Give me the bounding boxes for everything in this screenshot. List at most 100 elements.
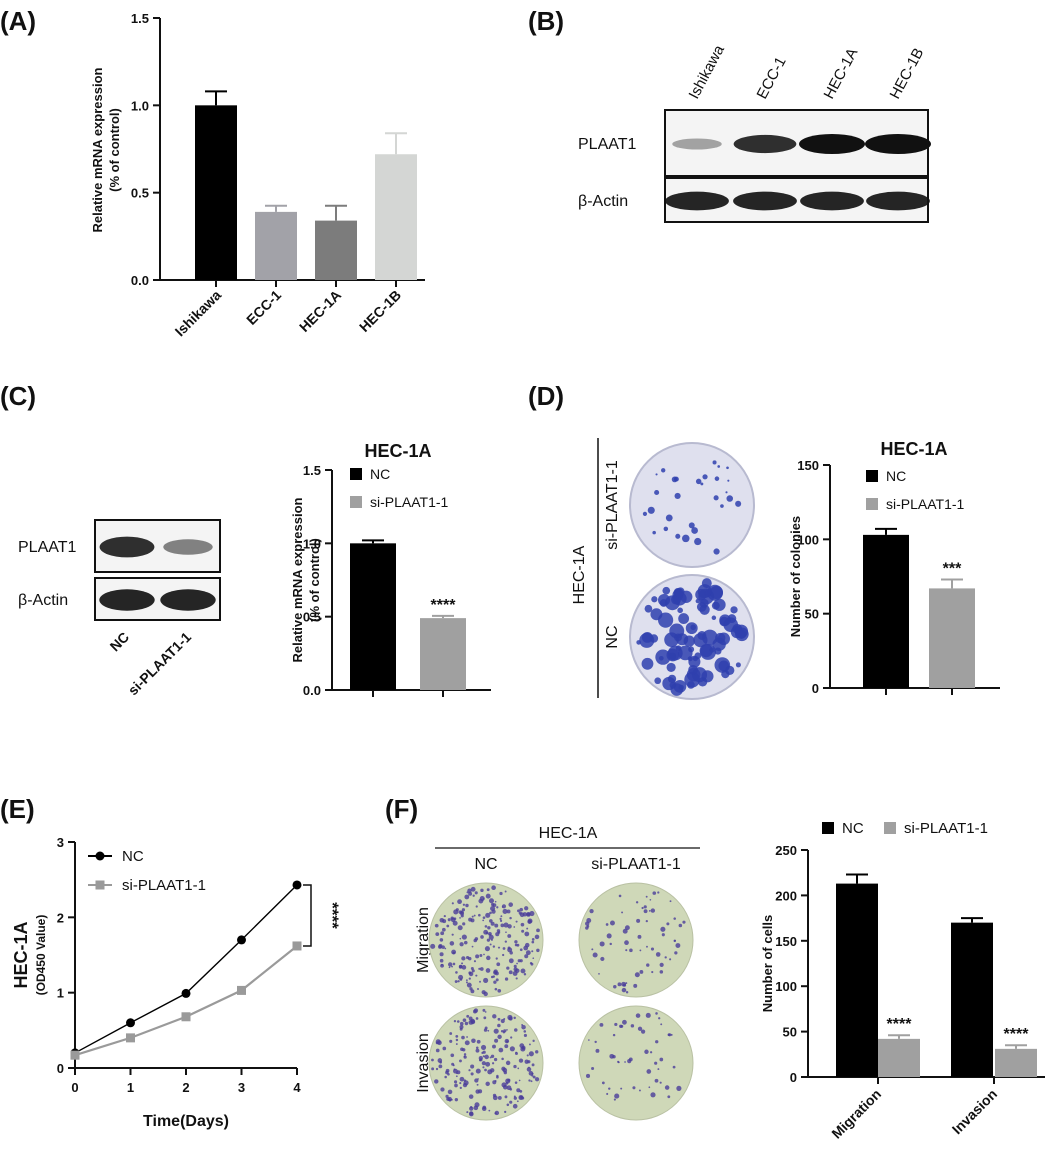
transwell-f-cell	[591, 1067, 595, 1071]
transwell-f-cell	[482, 1050, 486, 1054]
transwell-f-cell	[516, 1088, 521, 1093]
transwell-f-cell	[499, 891, 503, 896]
transwell-f-cell	[676, 1085, 682, 1091]
transwell-f-group-label: HEC-1A	[539, 825, 598, 842]
chart-e-cck8-growth-curve: 0 1 2 3 0 1 2 3 4 Time(Days) HEC-1A (OD450 Value) NC…	[11, 835, 342, 1130]
chart-e-significance-bracket	[303, 884, 312, 947]
chart-c-legend-label: NC	[370, 466, 390, 482]
colony-d-row-label: si-PLAAT1-1	[604, 460, 621, 550]
transwell-f-cell	[445, 1068, 450, 1073]
chart-a-x-tick-label: HEC-1A	[296, 287, 344, 335]
transwell-f-cell	[479, 980, 481, 983]
transwell-f-cell	[455, 1075, 458, 1078]
colony-d-colony	[666, 648, 680, 662]
transwell-f-cell	[508, 970, 513, 975]
transwell-f-cell	[458, 964, 463, 969]
transwell-f-cell	[531, 938, 535, 941]
transwell-f-cell	[659, 962, 664, 967]
transwell-f-cell	[475, 1017, 479, 1020]
transwell-f-cell	[457, 925, 463, 931]
transwell-f-cell	[467, 888, 472, 893]
transwell-f-cell	[482, 916, 486, 920]
transwell-f-cell	[532, 957, 535, 960]
transwell-f-cell	[471, 1038, 476, 1043]
chart-e-point-si	[292, 941, 302, 951]
transwell-f-cell	[528, 1079, 531, 1082]
colony-d-colony	[695, 598, 701, 604]
transwell-f-cell	[606, 933, 612, 939]
blot-b-band	[866, 191, 930, 211]
colony-d-colony	[674, 492, 681, 500]
transwell-f-cell	[646, 963, 650, 967]
transwell-f-cell	[658, 1017, 661, 1020]
transwell-f-cell	[487, 1029, 490, 1032]
blot-b-lane-label: Ishikawa	[686, 42, 729, 102]
transwell-f-cell	[443, 914, 446, 918]
transwell-f-cell	[484, 946, 490, 952]
transwell-f-cell	[634, 972, 640, 978]
colony-d-colony	[699, 604, 710, 615]
transwell-f-cell	[585, 921, 590, 926]
transwell-f-cell	[491, 939, 493, 941]
transwell-f-cell	[459, 917, 461, 919]
transwell-f-cell	[625, 991, 629, 994]
transwell-f-cell	[649, 1051, 653, 1054]
transwell-f-cell	[617, 1060, 620, 1063]
transwell-f-cell	[504, 940, 507, 943]
colony-d-row-label: NC	[604, 625, 621, 648]
transwell-f-cell	[485, 912, 491, 918]
blot-b-band	[733, 191, 797, 211]
transwell-f-cell	[444, 947, 447, 950]
transwell-f-cell	[610, 920, 615, 926]
transwell-f-cell	[431, 1058, 434, 1062]
transwell-f-cell	[493, 980, 497, 984]
transwell-f-cell	[482, 919, 485, 922]
transwell-f-cell	[442, 919, 447, 924]
transwell-f-cell	[495, 957, 498, 960]
transwell-f-cell	[526, 1054, 529, 1057]
chart-c-bar	[420, 618, 466, 690]
transwell-f-cell	[523, 973, 527, 976]
transwell-f-cell	[474, 1078, 479, 1083]
transwell-f-cell	[506, 1103, 510, 1107]
chart-e-x-tick-label: 0	[71, 1080, 78, 1095]
transwell-f-cell	[476, 1039, 481, 1044]
transwell-f-cell	[495, 978, 499, 982]
chart-f-bar	[878, 1038, 920, 1077]
transwell-f-cell	[669, 958, 672, 961]
transwell-f-cell	[524, 906, 529, 911]
transwell-f-cell	[430, 943, 436, 949]
colony-d-colony	[654, 677, 662, 685]
transwell-f-cell	[486, 888, 490, 892]
blot-b-lane-label: HEC-1A	[821, 45, 862, 102]
transwell-f-cell	[494, 987, 498, 991]
colony-d-colony	[717, 465, 721, 468]
colony-d-group-label: HEC-1A	[571, 545, 588, 604]
transwell-f-cell	[621, 981, 626, 987]
transwell-f-cell	[466, 1036, 468, 1038]
colony-d-colony	[682, 534, 690, 543]
transwell-f-cell	[505, 931, 507, 934]
transwell-f-cell	[518, 1058, 524, 1063]
transwell-f-cell	[482, 1105, 487, 1110]
transwell-f-cell	[431, 1067, 435, 1071]
transwell-f-cell	[526, 912, 531, 917]
transwell-f-cell	[459, 942, 464, 947]
transwell-f-cell	[654, 1078, 659, 1083]
chart-a-bar	[375, 154, 417, 280]
colony-d-colony	[673, 476, 679, 482]
blot-c-row-label: PLAAT1	[18, 539, 77, 556]
chart-c-y-tick-label: 0.5	[303, 610, 321, 625]
transwell-f-cell	[628, 1057, 633, 1062]
transwell-f-cell	[473, 960, 477, 963]
transwell-f-cell	[497, 988, 502, 993]
transwell-f-cell	[638, 1089, 641, 1092]
transwell-f-cell	[505, 1060, 511, 1066]
transwell-f-cell	[508, 902, 514, 907]
transwell-f-cell	[471, 969, 475, 973]
transwell-f-cell	[464, 1021, 469, 1026]
transwell-f-cell	[622, 928, 628, 934]
transwell-f-cell	[462, 903, 466, 906]
transwell-f-row-label: Invasion	[415, 1033, 432, 1093]
